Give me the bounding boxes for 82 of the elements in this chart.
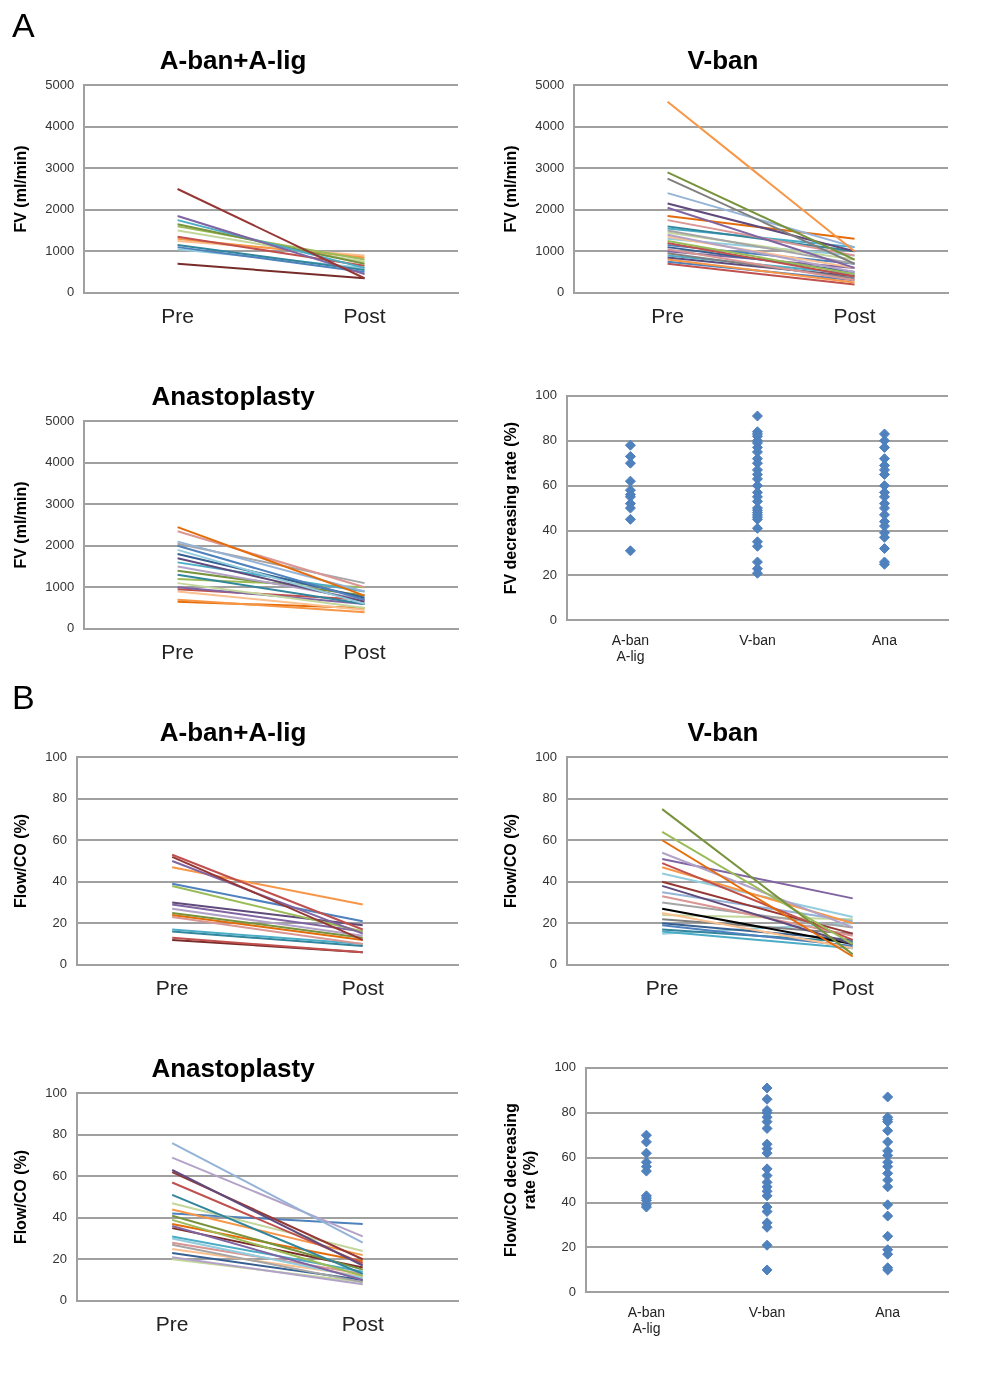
y-tick-label: 5000 bbox=[535, 76, 565, 92]
x-tick-label: Post bbox=[341, 1312, 384, 1336]
chart-title: A-ban+A-lig bbox=[159, 44, 307, 75]
y-tick-label: 1000 bbox=[45, 242, 75, 258]
y-axis-title: FV (ml/min) bbox=[502, 145, 520, 233]
y-tick-label: 60 bbox=[542, 477, 557, 493]
y-tick-label: 80 bbox=[542, 790, 557, 806]
x-tick-label: Pre bbox=[155, 1312, 189, 1336]
text: A bbox=[12, 6, 35, 44]
y-tick-label: 0 bbox=[568, 1283, 577, 1299]
y-axis-title: Flow/CO (%) bbox=[12, 1149, 30, 1245]
y-tick-label: 5000 bbox=[45, 76, 75, 92]
x-tick-label: Pre bbox=[161, 640, 194, 664]
y-tick-label: 2000 bbox=[45, 201, 75, 217]
y-tick-label: 0 bbox=[59, 1292, 67, 1308]
y-tick-label: 0 bbox=[66, 620, 75, 636]
y-tick-label: 60 bbox=[52, 1167, 67, 1183]
y-tick-label: 40 bbox=[561, 1194, 577, 1210]
y-tick-label: 4000 bbox=[535, 118, 565, 134]
y-tick-label: 20 bbox=[561, 1239, 577, 1255]
chart-title: Anastoplasty bbox=[151, 1052, 316, 1083]
y-tick-label: 5000 bbox=[45, 412, 75, 428]
y-tick-label: 4000 bbox=[45, 454, 75, 470]
x-tick-label: V-ban bbox=[748, 1303, 786, 1320]
y-tick-label: 80 bbox=[52, 790, 67, 806]
y-tick-label: 40 bbox=[542, 873, 557, 889]
y-tick-label: 1000 bbox=[535, 242, 565, 258]
y-axis-title: FV decreasing rate (%) bbox=[502, 421, 520, 595]
y-tick-label: 20 bbox=[542, 914, 557, 930]
y-tick-label: 3000 bbox=[45, 159, 75, 175]
y-tick-label: 40 bbox=[52, 873, 67, 889]
x-tick-label: V-ban bbox=[739, 631, 776, 648]
y-tick-label: 40 bbox=[52, 1209, 67, 1225]
x-tick-label: Post bbox=[831, 976, 874, 1000]
y-tick-label: 60 bbox=[561, 1149, 577, 1165]
y-tick-label: 100 bbox=[535, 748, 557, 764]
y-tick-label: 1000 bbox=[45, 578, 75, 594]
x-tick-label: A-ban A-lig bbox=[611, 631, 650, 665]
y-tick-label: 20 bbox=[52, 914, 67, 930]
y-axis-title: FV (ml/min) bbox=[12, 481, 30, 569]
y-axis-title: FV (ml/min) bbox=[12, 145, 30, 233]
y-tick-label: 60 bbox=[542, 831, 557, 847]
x-tick-label: Pre bbox=[161, 304, 194, 328]
y-tick-label: 100 bbox=[554, 1059, 577, 1075]
y-tick-label: 100 bbox=[535, 387, 557, 403]
x-tick-label: Post bbox=[833, 304, 876, 328]
x-tick-label: Post bbox=[341, 976, 384, 1000]
y-tick-label: 0 bbox=[59, 956, 67, 972]
x-tick-label: A-ban A-lig bbox=[627, 1303, 666, 1337]
y-tick-label: 100 bbox=[45, 748, 67, 764]
chart-title: V-ban bbox=[687, 44, 759, 75]
y-tick-label: 3000 bbox=[535, 159, 565, 175]
x-tick-label: Post bbox=[343, 640, 386, 664]
y-tick-label: 0 bbox=[66, 284, 75, 300]
y-tick-label: 80 bbox=[561, 1104, 577, 1120]
y-tick-label: 80 bbox=[542, 432, 557, 448]
x-tick-label: Pre bbox=[645, 976, 679, 1000]
x-tick-label: Pre bbox=[651, 304, 684, 328]
x-tick-label: Ana bbox=[872, 631, 898, 648]
y-tick-label: 20 bbox=[52, 1250, 67, 1266]
chart-title: V-ban bbox=[687, 716, 759, 747]
y-tick-label: 0 bbox=[556, 284, 565, 300]
text: B bbox=[12, 678, 35, 716]
y-tick-label: 0 bbox=[549, 611, 557, 627]
y-tick-label: 0 bbox=[549, 956, 557, 972]
y-tick-label: 4000 bbox=[45, 118, 75, 134]
y-tick-label: 2000 bbox=[45, 537, 75, 553]
y-axis-title: Flow/CO decreasing rate (%) bbox=[502, 1103, 539, 1258]
y-tick-label: 80 bbox=[52, 1126, 67, 1142]
y-tick-label: 2000 bbox=[535, 201, 565, 217]
x-tick-label: Pre bbox=[155, 976, 189, 1000]
y-axis-title: Flow/CO (%) bbox=[12, 813, 30, 909]
y-tick-label: 40 bbox=[542, 522, 557, 538]
y-axis-title: Flow/CO (%) bbox=[502, 813, 520, 909]
y-tick-label: 20 bbox=[542, 567, 557, 583]
y-tick-label: 100 bbox=[45, 1084, 67, 1100]
y-tick-label: 60 bbox=[52, 831, 67, 847]
y-tick-label: 3000 bbox=[45, 495, 75, 511]
x-tick-label: Post bbox=[343, 304, 386, 328]
chart-title: A-ban+A-lig bbox=[159, 716, 307, 747]
chart-title: Anastoplasty bbox=[151, 380, 316, 411]
x-tick-label: Ana bbox=[875, 1303, 901, 1320]
